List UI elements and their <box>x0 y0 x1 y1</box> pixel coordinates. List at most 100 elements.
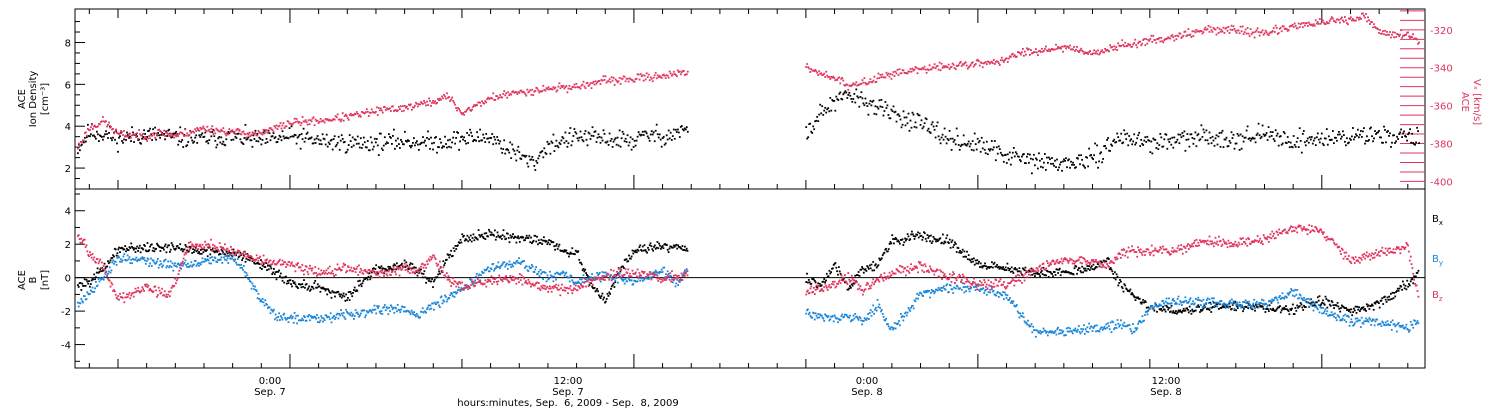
bx-point <box>473 239 476 242</box>
density-point <box>324 143 327 146</box>
by-point <box>296 322 298 325</box>
density-point <box>1378 130 1380 132</box>
density-point <box>469 128 471 131</box>
density-point <box>466 132 468 134</box>
density-point <box>870 104 873 107</box>
density-point <box>1010 156 1013 159</box>
vx-point <box>373 111 376 114</box>
bx-point <box>813 280 816 282</box>
density-point <box>1342 130 1344 133</box>
by-point <box>359 314 361 317</box>
by-point <box>477 274 480 277</box>
by-point <box>898 320 900 322</box>
density-point <box>815 119 818 122</box>
bx-point <box>1108 268 1111 271</box>
density-point <box>468 134 470 137</box>
bx-point <box>646 251 648 254</box>
vx-point <box>257 130 260 132</box>
density-point <box>1072 161 1074 164</box>
density-point <box>1062 160 1064 163</box>
by-point <box>860 319 863 322</box>
vx-point <box>1295 27 1298 30</box>
density-point <box>672 128 675 131</box>
density-point <box>341 138 344 140</box>
bx-point <box>427 279 430 282</box>
vx-point <box>502 93 505 95</box>
bx-point <box>581 269 584 272</box>
vx-point <box>661 74 664 77</box>
density-point <box>84 136 86 139</box>
bx-point <box>1267 310 1270 312</box>
density-point <box>1088 147 1090 150</box>
bx-point <box>1405 288 1408 291</box>
vx-point <box>1394 31 1396 34</box>
density-point <box>1037 167 1039 170</box>
by-point <box>199 262 201 265</box>
bx-point <box>128 246 131 248</box>
by-point <box>387 313 390 316</box>
by-point <box>310 317 313 319</box>
vx-point <box>666 74 669 77</box>
bx-point <box>932 236 935 238</box>
bx-point <box>1168 306 1170 309</box>
vx-point <box>1414 37 1416 40</box>
vx-point <box>270 128 273 131</box>
by-point <box>487 266 489 269</box>
bx-point <box>893 242 895 245</box>
vx-point <box>889 73 892 75</box>
density-point <box>824 106 827 109</box>
density-point <box>192 141 195 144</box>
bx-point <box>468 236 470 239</box>
vx-point <box>436 102 438 104</box>
vx-point <box>1005 57 1008 60</box>
density-point <box>425 144 427 147</box>
density-point <box>820 112 823 115</box>
density-point <box>1086 156 1088 159</box>
density-point <box>535 160 538 162</box>
density-point <box>1022 153 1024 156</box>
vx-point <box>1276 33 1279 35</box>
density-point <box>272 132 275 134</box>
bx-point <box>985 265 987 268</box>
vx-point <box>1256 27 1259 30</box>
density-point <box>1203 131 1206 134</box>
bx-point <box>285 282 288 285</box>
density-point <box>502 148 505 150</box>
by-point <box>261 298 264 300</box>
by-point <box>845 314 848 317</box>
density-point <box>1403 130 1405 133</box>
vx-point <box>1212 27 1215 29</box>
density-point <box>1032 158 1034 161</box>
bx-point <box>1408 283 1410 285</box>
bx-point <box>1201 308 1204 311</box>
by-point <box>610 277 613 279</box>
density-point <box>503 139 506 142</box>
density-point <box>495 142 498 145</box>
bx-point <box>495 236 498 238</box>
bx-point <box>205 249 208 251</box>
bx-point <box>202 251 205 254</box>
density-point <box>1354 136 1356 138</box>
density-point <box>497 139 500 141</box>
bx-point <box>959 250 961 252</box>
density-point <box>1019 159 1021 161</box>
vx-point <box>469 109 471 111</box>
by-point <box>345 308 347 311</box>
bx-point <box>641 245 644 248</box>
bx-point <box>887 250 889 253</box>
bx-point <box>948 242 950 244</box>
vx-point <box>821 74 824 76</box>
density-point <box>622 133 625 135</box>
density-point <box>376 144 379 147</box>
vx-point <box>1055 43 1057 46</box>
bx-point <box>1394 295 1397 298</box>
bx-point <box>893 238 896 240</box>
bx-point <box>1132 293 1134 296</box>
density-point <box>181 139 184 141</box>
density-point <box>1064 160 1066 162</box>
vx-point <box>1289 24 1292 27</box>
vx-point <box>867 82 870 85</box>
vx-point <box>509 93 512 95</box>
bx-point <box>973 263 976 266</box>
vx-point <box>1220 29 1223 31</box>
